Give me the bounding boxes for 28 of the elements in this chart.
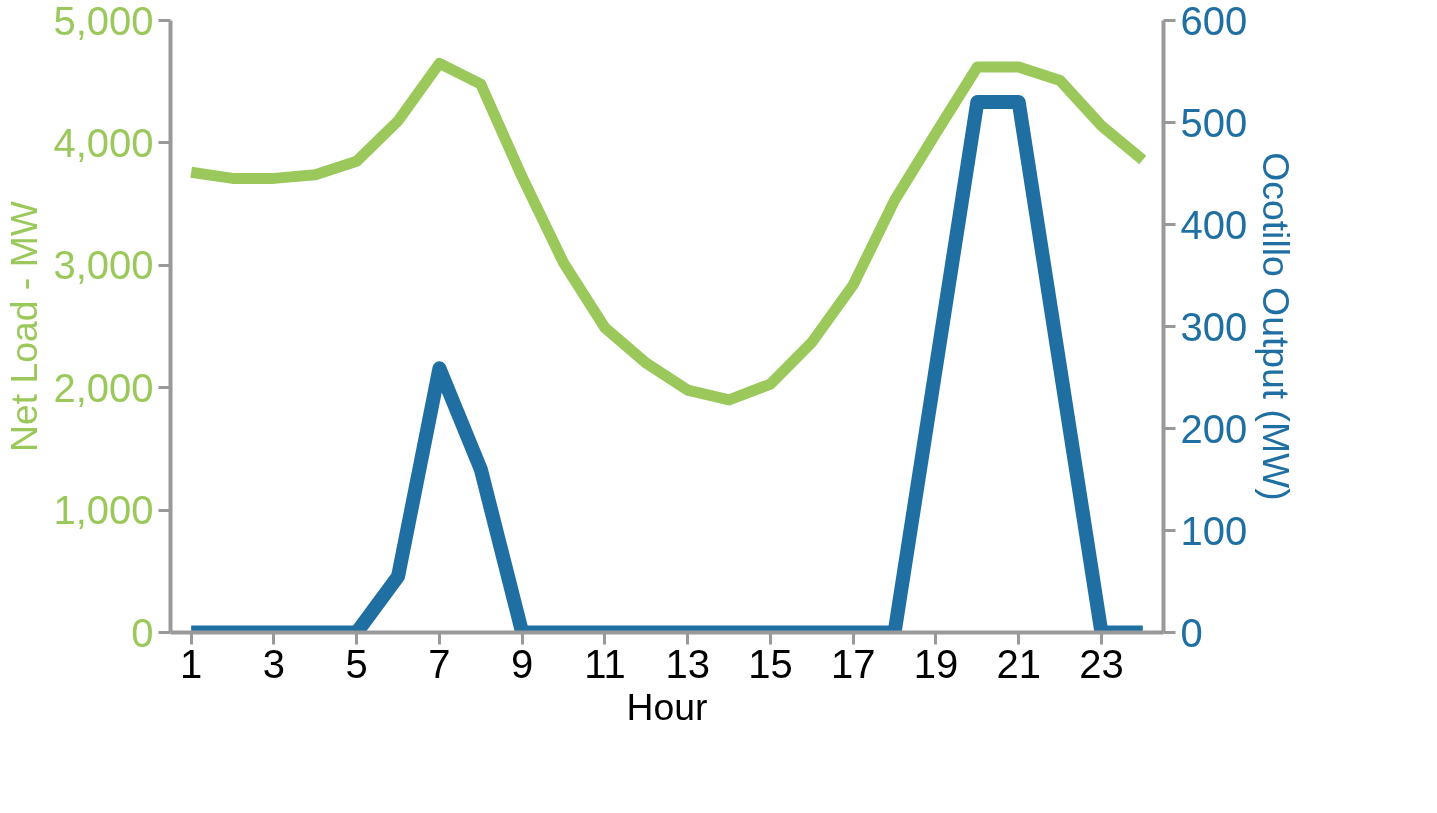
y2-tick-label: 100 <box>1180 508 1248 553</box>
x-tick-label: 17 <box>830 641 876 686</box>
y2-tick-label: 300 <box>1180 304 1248 349</box>
y-tick-label: 1,000 <box>53 488 154 533</box>
y2-tick-label: 200 <box>1180 406 1248 451</box>
y-tick-label: 0 <box>131 610 154 655</box>
y-tick-label: 4,000 <box>53 120 154 165</box>
x-tick-label: 19 <box>913 641 959 686</box>
y2-tick-label: 400 <box>1180 202 1248 247</box>
y-tick-label: 5,000 <box>53 0 154 43</box>
x-axis-title: Hour <box>626 685 708 728</box>
y2-tick-label: 600 <box>1180 0 1248 43</box>
y-axis-title: Net Load - MW <box>3 200 46 452</box>
x-tick-label: 3 <box>262 641 286 686</box>
x-tick-label: 15 <box>748 641 793 686</box>
y2-axis-title: Ocotillo Output (MW) <box>1255 152 1298 501</box>
x-tick-label: 21 <box>996 641 1041 686</box>
x-tick-label: 11 <box>584 641 626 686</box>
x-tick-label: 5 <box>345 641 368 686</box>
y2-tick-label: 0 <box>1180 610 1203 655</box>
x-tick-label: 13 <box>665 641 710 686</box>
y-tick-label: 2,000 <box>53 365 154 410</box>
x-tick-label: 23 <box>1079 641 1124 686</box>
x-tick-label: 1 <box>180 641 203 686</box>
y2-tick-label: 500 <box>1180 100 1248 145</box>
x-tick-label: 9 <box>511 641 534 686</box>
x-tick-label: 7 <box>428 641 451 686</box>
y-tick-label: 3,000 <box>53 243 154 288</box>
